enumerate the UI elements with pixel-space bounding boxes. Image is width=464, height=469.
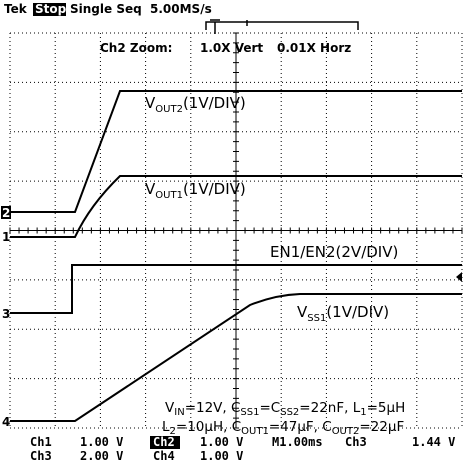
conditions-line: L2=10µH, COUT1=47µF, COUT2=22µF	[162, 419, 404, 437]
footer-item: M1.00ms	[272, 435, 323, 449]
vss1-label: VSS1(1V/DIV)	[297, 303, 389, 324]
marker: 1	[2, 230, 10, 244]
marker: 3	[2, 307, 10, 321]
marker: 2	[2, 206, 10, 220]
en-label: EN1/EN2(2V/DIV)	[270, 243, 398, 261]
en-trace	[10, 264, 462, 314]
zoom-vert: 1.0X Vert	[200, 41, 263, 55]
vout1-trace	[10, 175, 462, 238]
footer-item: Ch3	[345, 435, 367, 449]
trigger-bracket	[205, 19, 359, 34]
vout2-trace	[10, 90, 462, 213]
trigger-level	[456, 272, 462, 282]
footer-item: Ch3	[30, 449, 52, 463]
footer-item: 2.00 V	[80, 449, 123, 463]
marker-arrows	[10, 236, 20, 422]
state: Stop	[35, 2, 67, 16]
marker: 4	[2, 415, 10, 429]
footer-item: Ch2	[153, 435, 175, 449]
rate: 5.00MS/s	[150, 2, 212, 16]
mode: Single Seq	[70, 2, 142, 16]
vout2-label: VOUT2(1V/DIV)	[145, 94, 246, 115]
zoom-label: Ch2 Zoom:	[100, 41, 172, 55]
graticule	[9, 32, 463, 429]
brand: Tek	[4, 2, 28, 16]
footer-item: 1.00 V	[80, 435, 123, 449]
zoom-horz: 0.01X Horz	[277, 41, 351, 55]
state-box	[33, 3, 66, 16]
footer-item: Ch1	[30, 435, 52, 449]
conditions-line: VIN=12V, CSS1=CSS2=22nF, L1=5µH	[165, 400, 405, 418]
footer-item: Ch4	[153, 449, 175, 463]
footer-item: 1.00 V	[200, 435, 243, 449]
vss1-trace	[10, 293, 462, 422]
vout1-label: VOUT1(1V/DIV)	[145, 180, 246, 201]
footer-item: 1.44 V	[412, 435, 455, 449]
footer-box	[150, 436, 180, 449]
marker-box	[1, 206, 11, 219]
footer-item: 1.00 V	[200, 449, 243, 463]
